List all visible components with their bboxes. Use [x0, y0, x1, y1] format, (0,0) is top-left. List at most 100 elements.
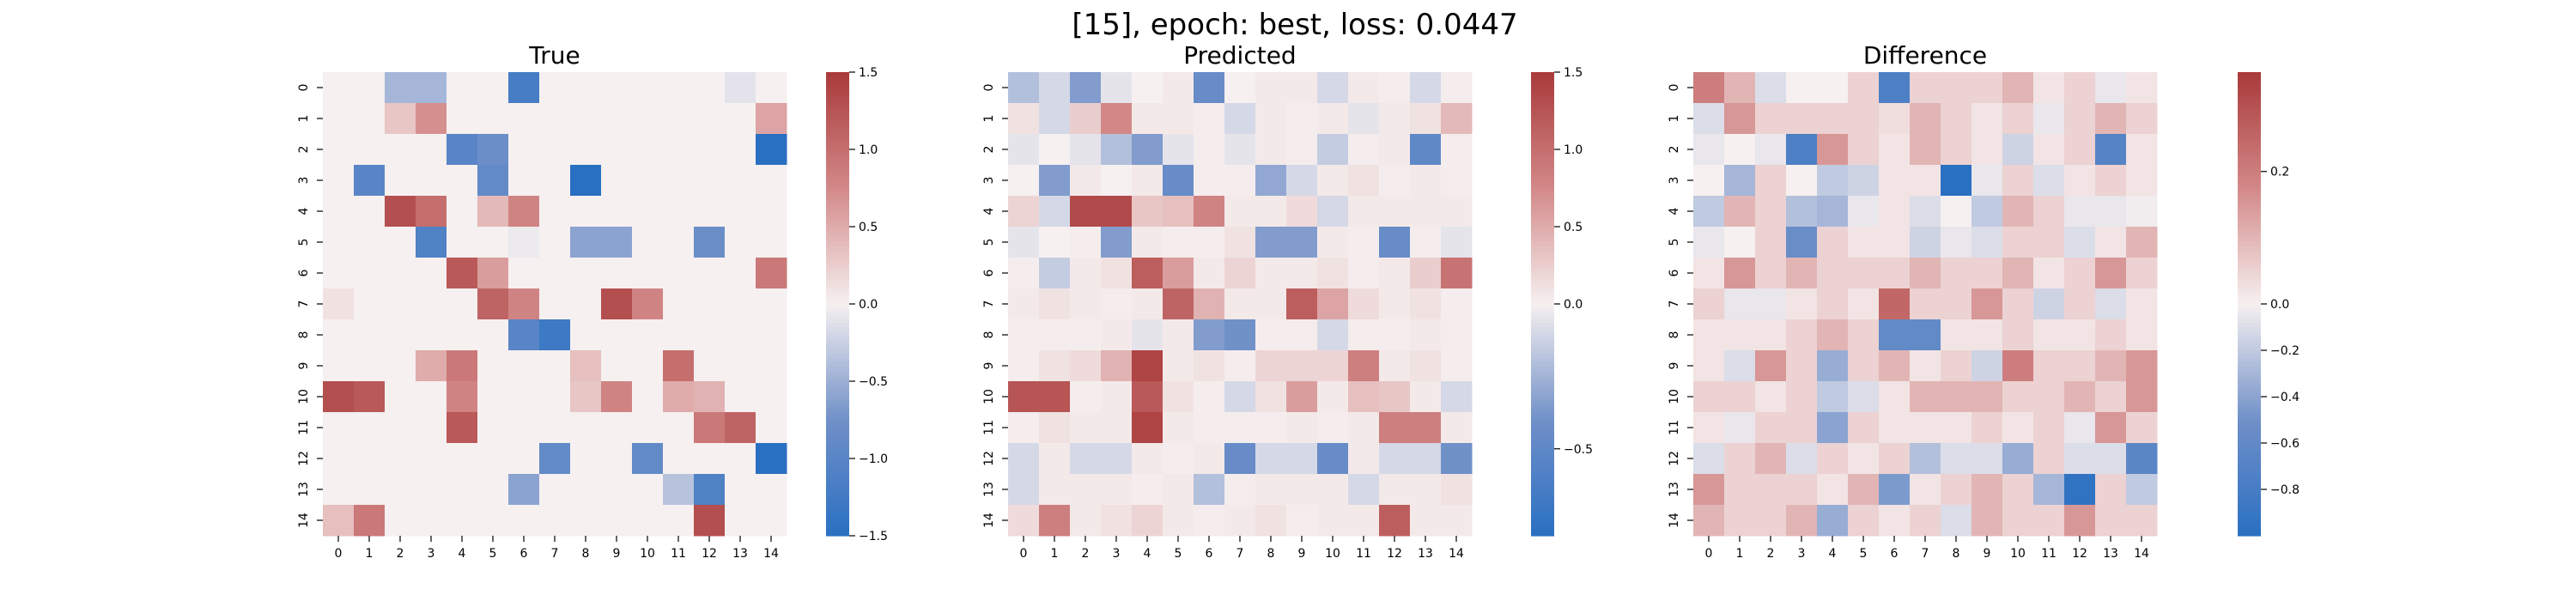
colorbar-segment	[2238, 72, 2261, 77]
heatmap-cell	[694, 72, 726, 104]
y-tick-label: 0	[982, 84, 996, 92]
heatmap-cell	[2033, 103, 2065, 135]
heatmap-cell	[1255, 227, 1287, 258]
heatmap-cell	[447, 288, 478, 320]
heatmap-cell	[2126, 443, 2158, 475]
heatmap-cell	[1941, 165, 1972, 197]
heatmap-cell	[1317, 103, 1349, 135]
y-tick-label: 11	[982, 420, 996, 435]
heatmap-cell	[1693, 505, 1725, 537]
colorbar-segment	[1531, 284, 1554, 289]
heatmap-cell	[539, 443, 571, 475]
heatmap-cell	[1132, 319, 1163, 351]
colorbar-segment	[2238, 91, 2261, 96]
heatmap-cell	[756, 350, 787, 382]
colorbar-segment	[2238, 408, 2261, 413]
heatmap-cell	[570, 227, 602, 258]
heatmap-cell	[2126, 350, 2158, 382]
heatmap-cell	[323, 443, 355, 475]
colorbar-segment	[2238, 300, 2261, 305]
colorbar-segment	[1531, 91, 1554, 96]
heatmap-cell	[1008, 505, 1040, 537]
heatmap-cell	[2095, 196, 2127, 228]
heatmap-cell	[570, 72, 602, 104]
heatmap-cell	[1286, 505, 1318, 537]
colorbar-segment	[1531, 234, 1554, 240]
heatmap-cell	[1724, 412, 1756, 444]
x-tick-label: 8	[582, 547, 590, 561]
colorbar-segment	[826, 497, 849, 502]
colorbar-segment	[826, 191, 849, 197]
heatmap-cell	[1441, 381, 1473, 413]
heatmap-cell	[2126, 72, 2158, 104]
colorbar-segment	[2238, 269, 2261, 274]
colorbar-segment	[2238, 281, 2261, 286]
colorbar-tick-label: −0.8	[2270, 483, 2300, 497]
colorbar-segment	[1531, 416, 1554, 421]
heatmap-cell	[570, 288, 602, 320]
heatmap-cell	[447, 319, 478, 351]
heatmap-cell	[1348, 319, 1380, 351]
heatmap-cell	[601, 196, 633, 228]
heatmap-cell	[756, 443, 787, 475]
y-tick-label: 0	[1668, 84, 1681, 92]
colorbar-segment	[826, 153, 849, 158]
heatmap-cell	[2033, 350, 2065, 382]
y-tick-label: 14	[297, 513, 311, 528]
colorbar-segment	[826, 238, 849, 243]
colorbar-segment	[1531, 168, 1554, 173]
colorbar-segment	[2238, 331, 2261, 336]
heatmap-cell	[1317, 196, 1349, 228]
colorbar-segment	[2238, 273, 2261, 278]
heatmap-cell	[1724, 381, 1756, 413]
colorbar-segment	[1531, 219, 1554, 224]
heatmap-cell	[416, 196, 447, 228]
x-tick-label: 6	[1891, 547, 1899, 561]
heatmap-cell	[1848, 227, 1880, 258]
colorbar-tick-label: 0.0	[1564, 298, 1583, 312]
heatmap-cell	[1693, 165, 1725, 197]
heatmap-cell	[1224, 134, 1256, 166]
heatmap-cell	[477, 350, 509, 382]
colorbar-segment	[1531, 215, 1554, 220]
heatmap-cell	[1910, 474, 1941, 506]
heatmap-cell	[1441, 258, 1473, 289]
heatmap-cell	[1255, 319, 1287, 351]
colorbar-segment	[826, 130, 849, 135]
colorbar-segment	[826, 91, 849, 96]
heatmap-cell	[2033, 412, 2065, 444]
y-tick-label: 5	[1668, 239, 1681, 246]
colorbar-segment	[826, 207, 849, 212]
heatmap-cell	[756, 165, 787, 197]
colorbar-segment	[826, 88, 849, 93]
colorbar-segment	[2238, 153, 2261, 158]
heatmap-cell	[2064, 288, 2096, 320]
colorbar-segment	[2238, 439, 2261, 444]
heatmap-cell	[1848, 505, 1880, 537]
heatmap-cell	[2002, 165, 2034, 197]
heatmap-cell	[2033, 319, 2065, 351]
colorbar-segment	[1531, 361, 1554, 367]
heatmap-cell	[2126, 196, 2158, 228]
heatmap-cell	[694, 412, 726, 444]
heatmap-cell	[1070, 165, 1102, 197]
heatmap-cell	[508, 474, 540, 506]
colorbar-segment	[1531, 165, 1554, 170]
heatmap-cell	[601, 103, 633, 135]
heatmap-cell	[1817, 227, 1849, 258]
colorbar-segment	[2238, 520, 2261, 525]
heatmap-cell	[1910, 72, 1941, 104]
heatmap-cell	[1786, 474, 1818, 506]
heatmap-cell	[1755, 288, 1787, 320]
heatmap-cell	[694, 227, 726, 258]
colorbar-segment	[2238, 497, 2261, 502]
colorbar-segment	[1531, 520, 1554, 525]
heatmap-cell	[1379, 103, 1411, 135]
heatmap-cell	[1348, 474, 1380, 506]
colorbar-segment	[2238, 142, 2261, 147]
colorbar-segment	[826, 373, 849, 379]
heatmap-cell	[508, 227, 540, 258]
heatmap-cell	[1441, 72, 1473, 104]
heatmap-cell	[1070, 319, 1102, 351]
